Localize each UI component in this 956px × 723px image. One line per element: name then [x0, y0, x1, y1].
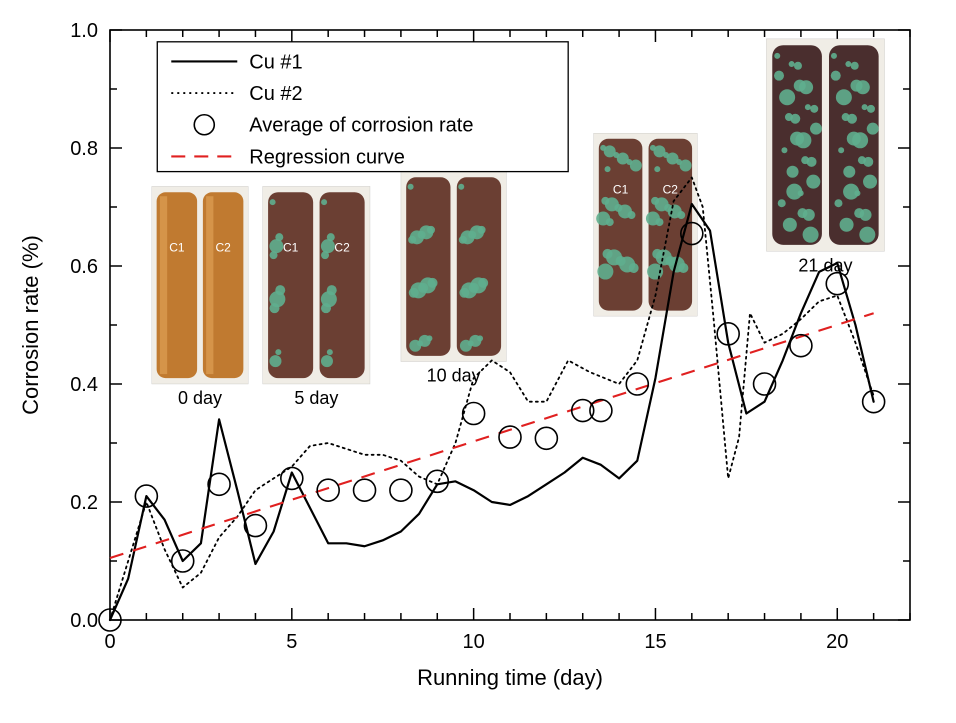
- avg-marker: [99, 609, 121, 631]
- avg-marker: [426, 470, 448, 492]
- sample-photo: C1 C2: [594, 133, 698, 316]
- legend-label: Cu #2: [249, 83, 302, 105]
- y-tick-label: 0.2: [70, 492, 98, 514]
- x-tick-label: 0: [104, 631, 115, 653]
- avg-marker: [317, 479, 339, 501]
- svg-text:C1: C1: [613, 183, 629, 197]
- y-tick-label: 1.0: [70, 20, 98, 42]
- svg-text:C1: C1: [169, 241, 185, 255]
- avg-marker: [863, 391, 885, 413]
- avg-marker: [244, 515, 266, 537]
- avg-marker: [354, 479, 376, 501]
- svg-text:C2: C2: [215, 241, 231, 255]
- x-tick-label: 10: [463, 631, 485, 653]
- avg-marker: [717, 323, 739, 345]
- avg-marker: [135, 485, 157, 507]
- legend-label: Average of corrosion rate: [249, 115, 473, 137]
- y-tick-label: 0.0: [70, 610, 98, 632]
- x-tick-label: 15: [644, 631, 666, 653]
- chart-svg: 0 5 10 15 20 0.0 0.2 0.4 0.6 0.8 1.0 Running time (…: [0, 0, 956, 723]
- x-axis-label: Running time (day): [417, 665, 603, 690]
- avg-marker: [463, 403, 485, 425]
- x-tick-label: 20: [826, 631, 848, 653]
- svg-text:C1: C1: [283, 241, 299, 255]
- sample-photo: [766, 39, 884, 251]
- avg-marker: [681, 223, 703, 245]
- y-tick-label: 0.8: [70, 138, 98, 160]
- avg-marker: [790, 335, 812, 357]
- sample-photo: [401, 172, 506, 362]
- avg-marker: [390, 479, 412, 501]
- avg-marker: [499, 426, 521, 448]
- svg-text:C2: C2: [663, 183, 679, 197]
- avg-marker: [626, 373, 648, 395]
- sample-photo: C1 C2: [152, 186, 248, 384]
- avg-marker: [208, 473, 230, 495]
- x-tick-label: 5: [286, 631, 297, 653]
- avg-marker: [172, 550, 194, 572]
- y-axis-label: Corrosion rate (%): [18, 235, 43, 415]
- photo-label: 0 day: [178, 388, 222, 408]
- avg-marker: [590, 400, 612, 422]
- photo-label: 5 day: [294, 388, 338, 408]
- legend-label: Regression curve: [249, 146, 405, 168]
- legend-label: Cu #1: [249, 51, 302, 73]
- sample-photo: C1 C2: [263, 186, 370, 384]
- avg-marker: [535, 427, 557, 449]
- svg-text:C2: C2: [334, 241, 350, 255]
- avg-marker: [281, 467, 303, 489]
- y-tick-label: 0.4: [70, 374, 98, 396]
- photo-label: 21 day: [798, 255, 852, 275]
- corrosion-chart: 0 5 10 15 20 0.0 0.2 0.4 0.6 0.8 1.0 Running time (…: [0, 0, 956, 723]
- y-tick-label: 0.6: [70, 256, 98, 278]
- avg-marker: [826, 273, 848, 295]
- avg-marker: [754, 373, 776, 395]
